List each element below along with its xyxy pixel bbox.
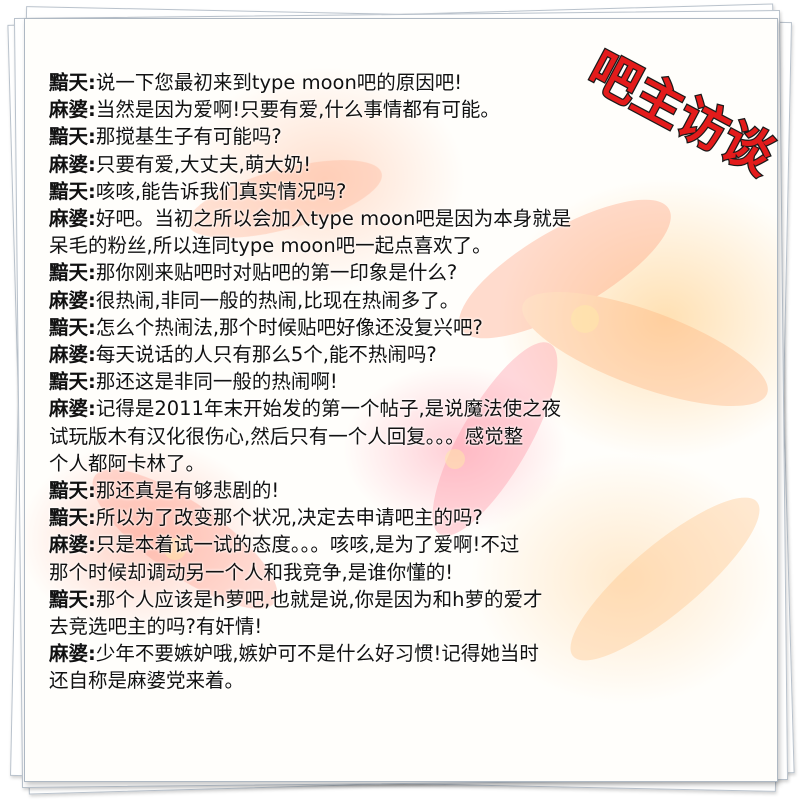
speaker-separator: :: [88, 261, 96, 285]
speaker-name: 黯天: [49, 261, 89, 285]
dialogue-line: 黯天:所以为了改变那个状况,决定去申请吧主的吗?: [49, 504, 759, 531]
speaker-separator: :: [88, 288, 96, 312]
speaker-separator: :: [88, 479, 96, 503]
dialogue-text: 怎么个热闹法,那个时候贴吧好像还没复兴吧?: [95, 315, 483, 339]
dialogue-line: 麻婆:很热闹,非同一般的热闹,比现在热闹多了。: [49, 287, 759, 314]
dialogue-line-continuation: 试玩版木有汉化很伤心,然后只有一个人回复。。。感觉整: [49, 423, 759, 450]
dialogue-text: 那搅基生子有可能吗?: [95, 125, 282, 149]
speaker-separator: :: [88, 370, 96, 394]
speaker-name: 黯天: [49, 71, 89, 94]
dialogue-text: 少年不要嫉妒哦,嫉妒可不是什么好习惯!记得她当时: [95, 642, 539, 666]
dialogue-line: 黯天:那你刚来贴吧时对贴吧的第一印象是什么?: [49, 259, 759, 286]
speaker-name: 麻婆: [49, 343, 89, 367]
dialogue-text: 好吧。当初之所以会加入type moon吧是因为本身就是: [95, 207, 572, 231]
dialogue-line: 麻婆:只是本着试一试的态度。。。咳咳,是为了爱啊!不过: [49, 531, 759, 558]
speaker-name: 黯天: [49, 179, 89, 203]
dialogue-line: 麻婆:好吧。当初之所以会加入type moon吧是因为本身就是: [49, 205, 759, 232]
dialogue-text: 那你刚来贴吧时对贴吧的第一印象是什么?: [95, 261, 458, 285]
dialogue-text: 每天说话的人只有那么5个,能不热闹吗?: [95, 343, 437, 367]
speaker-name: 麻婆: [49, 98, 89, 122]
dialogue-text: 那个时候却调动另一个人和我竞争,是谁你懂的!: [49, 560, 454, 584]
dialogue-line-continuation: 呆毛的粉丝,所以连同type moon吧一起点喜欢了。: [49, 232, 759, 259]
speaker-separator: :: [88, 506, 96, 530]
speaker-name: 黯天: [49, 125, 89, 149]
badge-title: 吧主访谈: [579, 41, 784, 187]
speaker-name: 麻婆: [49, 288, 89, 312]
speaker-separator: :: [88, 179, 96, 203]
dialogue-text: 个人都阿卡林了。: [49, 451, 206, 475]
dialogue-line: 麻婆:少年不要嫉妒哦,嫉妒可不是什么好习惯!记得她当时: [49, 640, 759, 667]
interview-title-badge: 吧主访谈: [578, 39, 785, 187]
speaker-separator: :: [88, 315, 96, 339]
speaker-name: 黯天: [49, 370, 89, 394]
speaker-separator: :: [88, 71, 96, 94]
dialogue-line: 黯天:那还这是非同一般的热闹啊!: [49, 368, 759, 395]
dialogue-text: 去竞选吧主的吗?有奸情!: [49, 615, 263, 639]
dialogue-line: 黯天:那还真是有够悲剧的!: [49, 477, 759, 504]
speaker-name: 麻婆: [49, 397, 89, 421]
dialogue-text: 记得是2011年末开始发的第一个帖子,是说魔法使之夜: [95, 397, 562, 421]
dialogue-line: 麻婆:当然是因为爱啊!只要有爱,什么事情都有可能。: [49, 96, 759, 123]
dialogue-text: 那个人应该是h萝吧,也就是说,你是因为和h萝的爱才: [95, 587, 543, 611]
front-sheet: 黯天:说一下您最初来到type moon吧的原因吧! 麻婆:当然是因为爱啊!只要有…: [24, 18, 778, 782]
speaker-separator: :: [88, 125, 96, 149]
dialogue-text: 只要有爱,大丈夫,萌大奶!: [95, 152, 312, 176]
speaker-separator: :: [88, 533, 96, 557]
speaker-separator: :: [88, 343, 96, 367]
dialogue-text: 当然是因为爱啊!只要有爱,什么事情都有可能。: [95, 98, 500, 122]
flower-background: [92, 160, 768, 661]
dialogue-text: 那还这是非同一般的热闹啊!: [95, 370, 338, 394]
dialogue-text: 说一下您最初来到type moon吧的原因吧!: [95, 71, 463, 94]
speaker-separator: :: [88, 207, 96, 231]
dialogue-line-continuation: 个人都阿卡林了。: [49, 450, 759, 477]
dialogue-text: 咳咳,能告诉我们真实情况吗?: [95, 179, 347, 203]
dialogue-line: 麻婆:记得是2011年末开始发的第一个帖子,是说魔法使之夜: [49, 395, 759, 422]
speaker-name: 麻婆: [49, 533, 89, 557]
interview-dialogue: 黯天:说一下您最初来到type moon吧的原因吧! 麻婆:当然是因为爱啊!只要有…: [49, 69, 759, 695]
dialogue-line: 麻婆:每天说话的人只有那么5个,能不热闹吗?: [49, 341, 759, 368]
dialogue-line: 黯天:那个人应该是h萝吧,也就是说,你是因为和h萝的爱才: [49, 586, 759, 613]
speaker-name: 黯天: [49, 479, 89, 503]
dialogue-text: 很热闹,非同一般的热闹,比现在热闹多了。: [95, 288, 460, 312]
dialogue-line: 黯天:怎么个热闹法,那个时候贴吧好像还没复兴吧?: [49, 314, 759, 341]
dialogue-line-continuation: 那个时候却调动另一个人和我竞争,是谁你懂的!: [49, 559, 759, 586]
dialogue-text: 只是本着试一试的态度。。。咳咳,是为了爱啊!不过: [95, 533, 520, 557]
speaker-name: 麻婆: [49, 152, 89, 176]
speaker-name: 黯天: [49, 587, 89, 611]
dialogue-line: 黯天:咳咳,能告诉我们真实情况吗?: [49, 178, 759, 205]
dialogue-line: 黯天:那搅基生子有可能吗?: [49, 123, 759, 150]
speaker-separator: :: [88, 587, 96, 611]
speaker-name: 黯天: [49, 315, 89, 339]
speaker-name: 麻婆: [49, 642, 89, 666]
dialogue-line-continuation: 去竞选吧主的吗?有奸情!: [49, 613, 759, 640]
dialogue-line-continuation: 还自称是麻婆党来着。: [49, 667, 759, 694]
dialogue-text: 试玩版木有汉化很伤心,然后只有一个人回复。。。感觉整: [49, 424, 524, 448]
speaker-separator: :: [88, 397, 96, 421]
dialogue-text: 呆毛的粉丝,所以连同type moon吧一起点喜欢了。: [49, 234, 492, 258]
dialogue-line: 麻婆:只要有爱,大丈夫,萌大奶!: [49, 151, 759, 178]
dialogue-line: 黯天:说一下您最初来到type moon吧的原因吧!: [49, 69, 759, 96]
speaker-name: 黯天: [49, 506, 89, 530]
dialogue-text: 还自称是麻婆党来着。: [49, 669, 245, 693]
speaker-separator: :: [88, 152, 96, 176]
speaker-separator: :: [88, 98, 96, 122]
dialogue-text: 所以为了改变那个状况,决定去申请吧主的吗?: [95, 506, 483, 530]
dialogue-text: 那还真是有够悲剧的!: [95, 479, 280, 503]
speaker-name: 麻婆: [49, 207, 89, 231]
speaker-separator: :: [88, 642, 96, 666]
